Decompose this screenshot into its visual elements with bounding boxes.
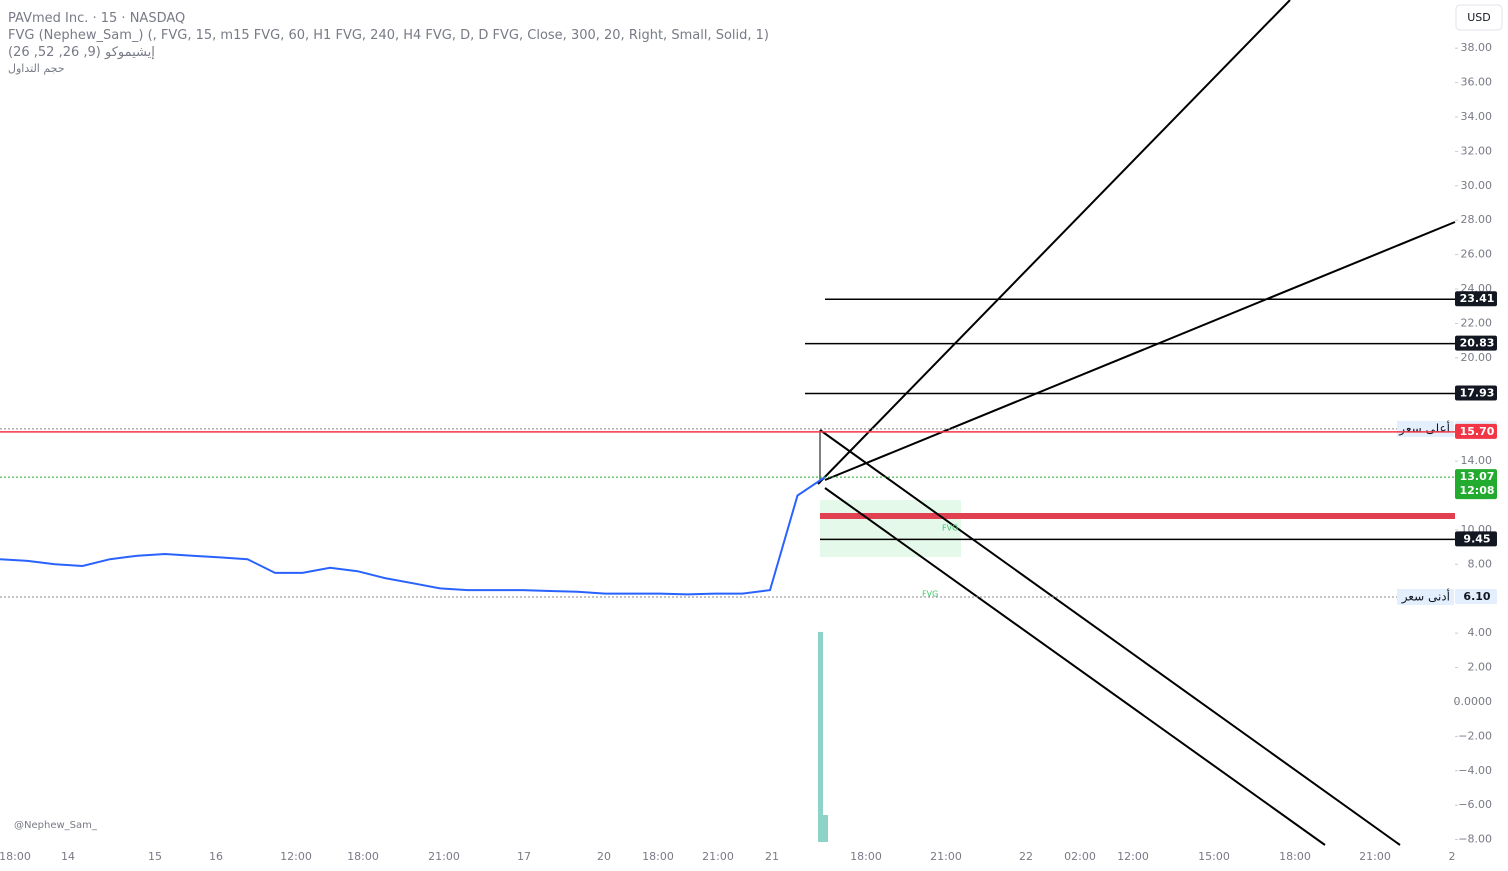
- price-tag: [1455, 385, 1497, 401]
- currency[interactable]: USD: [1467, 11, 1491, 24]
- y-tick-label: 22.00: [1461, 316, 1493, 329]
- price-tag: [1455, 335, 1497, 351]
- x-tick-label: 2: [1449, 850, 1456, 863]
- volume-bar: [823, 814, 828, 842]
- fvg-label: FVG: [922, 590, 938, 599]
- y-tick-label: 32.00: [1461, 144, 1493, 157]
- x-tick-label: 21: [765, 850, 779, 863]
- y-tick-label: 14.00: [1461, 454, 1493, 467]
- volume-bar: [818, 631, 823, 842]
- fvg-label: FVG: [942, 524, 958, 533]
- x-tick-label: 12:00: [1117, 850, 1149, 863]
- x-tick-label: 18:00: [642, 850, 674, 863]
- trend-line: [824, 487, 1326, 846]
- y-tick-label: 20.00: [1461, 351, 1493, 364]
- price-tag-label: 23.41: [1460, 292, 1495, 305]
- price-tag-label: 17.93: [1460, 386, 1495, 399]
- trend-line: [819, 429, 1401, 846]
- y-tick-label: 34.00: [1461, 110, 1493, 123]
- x-tick-label: 21:00: [1359, 850, 1391, 863]
- x-tick-label: 18:00: [850, 850, 882, 863]
- x-tick-label: 15: [148, 850, 162, 863]
- y-tick-label: 8.00: [1468, 557, 1493, 570]
- x-tick-label: 21:00: [930, 850, 962, 863]
- price-tag: [1455, 423, 1497, 439]
- trend-line: [824, 221, 1456, 481]
- watermark: @Nephew_Sam_: [14, 820, 98, 831]
- y-tick-label: 28.00: [1461, 213, 1493, 226]
- x-tick-label: 22: [1019, 850, 1033, 863]
- price-tag-label: 9.45: [1463, 532, 1490, 545]
- price-tag-label: 15.70: [1460, 425, 1495, 438]
- x-tick-label: 15:00: [1198, 850, 1230, 863]
- price-tag: [1455, 291, 1497, 307]
- price-tag: [1455, 469, 1497, 500]
- y-tick-label: −4.00: [1458, 764, 1492, 777]
- price-tag-label: 13.07: [1460, 470, 1495, 483]
- indicator: FVG (Nephew_Sam_) (, FVG, 15, m15 FVG, 6…: [8, 28, 769, 43]
- x-tick-label: 12:00: [280, 850, 312, 863]
- x-tick-label: 17: [517, 850, 531, 863]
- indicator: إيشيموكو (9, 26, 52, 26): [8, 45, 155, 60]
- trend-line: [817, 0, 1291, 485]
- x-tick-label: 16: [209, 850, 223, 863]
- x-tick-label: 18:00: [0, 850, 31, 863]
- symbol: PAVmed Inc. · 15 · NASDAQ: [8, 11, 185, 26]
- price-tag-label: 20.83: [1460, 337, 1495, 350]
- price-note: أدنى سعر: [1401, 589, 1450, 605]
- currency-button[interactable]: [1455, 4, 1503, 31]
- x-tick-label: 21:00: [428, 850, 460, 863]
- indicator: حجم التداول: [8, 62, 65, 75]
- y-tick-label: 30.00: [1461, 179, 1493, 192]
- price-note: أعلى سعر: [1398, 420, 1450, 436]
- fvg-zone: [820, 500, 961, 557]
- y-tick-label: −8.00: [1458, 833, 1492, 846]
- x-tick-label: 14: [61, 850, 75, 863]
- y-tick-label: 36.00: [1461, 76, 1493, 89]
- x-tick-label: 21:00: [702, 850, 734, 863]
- price-line: [0, 476, 826, 596]
- y-tick-label: 2.00: [1468, 661, 1493, 674]
- price-tag: [1455, 531, 1497, 547]
- price-tag-label: 6.10: [1463, 590, 1490, 603]
- y-tick-label: 38.00: [1461, 41, 1493, 54]
- y-tick-label: 26.00: [1461, 248, 1493, 261]
- x-tick-label: 20: [597, 850, 611, 863]
- price-note-box: [1397, 589, 1454, 606]
- fvg-band: [820, 513, 1455, 519]
- price-note-box: [1397, 420, 1454, 437]
- price-tag-time: 12:08: [1459, 484, 1494, 497]
- y-tick-label: −2.00: [1458, 729, 1492, 742]
- y-tick-label: −6.00: [1458, 798, 1492, 811]
- x-tick-label: 18:00: [347, 850, 379, 863]
- y-tick-label: 4.00: [1468, 626, 1493, 639]
- x-tick-label: 02:00: [1064, 850, 1096, 863]
- y-tick-label: 0.0000: [1454, 695, 1493, 708]
- price-tag: [1455, 589, 1497, 605]
- x-tick-label: 18:00: [1279, 850, 1311, 863]
